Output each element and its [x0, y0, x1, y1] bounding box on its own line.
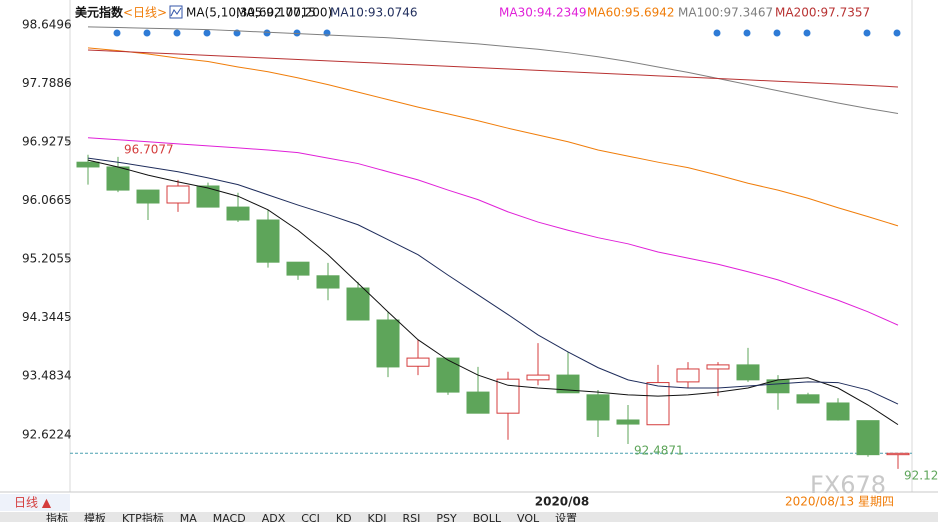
tab[interactable]: BOLL: [473, 512, 502, 522]
event-marker[interactable]: [143, 29, 151, 37]
candle-body[interactable]: [466, 391, 490, 414]
tab[interactable]: VOL: [517, 512, 540, 522]
candle-body[interactable]: [106, 166, 130, 191]
chart-title: 美元指数: [75, 5, 124, 20]
legend-entry: MA5:92.7715: [236, 6, 316, 20]
period-label[interactable]: <日线>: [123, 6, 167, 20]
candle-body[interactable]: [136, 189, 160, 204]
moving-average-line: [87, 137, 899, 326]
y-tick-label: 95.2055: [22, 252, 72, 266]
indicator-icon[interactable]: [169, 5, 183, 19]
event-marker[interactable]: [863, 29, 871, 37]
event-marker[interactable]: [803, 29, 811, 37]
candle-body[interactable]: [226, 206, 250, 221]
candle-body[interactable]: [736, 364, 760, 381]
candle-body[interactable]: [676, 368, 700, 383]
legend-entry: MA10:93.0746: [330, 6, 418, 20]
tab[interactable]: ADX: [262, 512, 286, 522]
indicator-label: MA(5,10,30,60,100,200): [186, 6, 332, 20]
candle-body[interactable]: [496, 378, 520, 414]
event-marker[interactable]: [773, 29, 781, 37]
moving-average-line: [87, 49, 899, 88]
period-button[interactable]: [0, 494, 70, 511]
event-marker[interactable]: [203, 29, 211, 37]
event-marker[interactable]: [263, 29, 271, 37]
event-markers: [113, 29, 901, 37]
y-tick-label: 92.6224: [22, 427, 72, 441]
high-label: 96.7077: [124, 142, 174, 156]
candle-body[interactable]: [76, 161, 100, 168]
candle-body[interactable]: [796, 394, 820, 404]
y-tick-label: 98.6496: [22, 17, 72, 31]
candle-body[interactable]: [556, 374, 580, 394]
tab[interactable]: PSY: [436, 512, 457, 522]
tab[interactable]: RSI: [402, 512, 420, 522]
candle-body[interactable]: [316, 275, 340, 289]
moving-average-line: [87, 159, 899, 426]
tab[interactable]: CCI: [301, 512, 320, 522]
tab[interactable]: 指标: [46, 511, 68, 522]
legend-entry: MA100:97.3467: [678, 6, 773, 20]
tab-bar: [0, 512, 938, 522]
indicator-icon: [170, 7, 182, 17]
candle-body[interactable]: [526, 374, 550, 381]
y-tick-label: 93.4834: [22, 369, 72, 383]
event-marker[interactable]: [113, 29, 121, 37]
tab[interactable]: MA: [180, 512, 197, 522]
event-marker[interactable]: [293, 29, 301, 37]
tab[interactable]: KTP指标: [122, 511, 164, 522]
candle-body[interactable]: [346, 287, 370, 321]
tab-list: 指标 模板 KTP指标 MA MACD ADX CCI KD KDJ RSI PSY BOLL VOL 设…: [46, 511, 577, 522]
candle-body[interactable]: [286, 261, 310, 276]
y-tick-label: 97.7886: [22, 76, 72, 90]
tab[interactable]: KDJ: [368, 512, 387, 522]
legend-entry: MA30:94.2349: [499, 6, 587, 20]
candle-body[interactable]: [436, 357, 460, 393]
candle-body[interactable]: [706, 364, 730, 370]
candle-body[interactable]: [256, 219, 280, 263]
candle-body[interactable]: [196, 185, 220, 208]
legend-entry: MA60:95.6942: [587, 6, 675, 20]
legend-entry: MA200:97.7357: [775, 6, 870, 20]
low-label: 92.4871: [634, 443, 684, 457]
tab[interactable]: MACD: [213, 512, 246, 522]
event-marker[interactable]: [893, 29, 901, 37]
candle-body[interactable]: [826, 402, 850, 421]
event-marker[interactable]: [173, 29, 181, 37]
tab[interactable]: KD: [336, 512, 352, 522]
moving-average-line: [87, 26, 899, 114]
current-date: 2020/08/13 星期四: [785, 495, 894, 509]
event-marker[interactable]: [713, 29, 721, 37]
moving-average-line: [87, 47, 899, 227]
watermark: FX678: [810, 471, 886, 499]
x-tick-label: 2020/08: [535, 495, 589, 509]
candle-body[interactable]: [646, 382, 670, 426]
event-marker[interactable]: [743, 29, 751, 37]
y-tick-label: 96.0665: [22, 193, 72, 207]
tab[interactable]: 模板: [84, 511, 106, 522]
candle-body[interactable]: [856, 420, 880, 456]
candle-body[interactable]: [166, 185, 190, 204]
candle-body[interactable]: [616, 419, 640, 425]
tab[interactable]: 设置: [555, 512, 577, 522]
low-label: 92.1210: [904, 468, 938, 482]
moving-average-line: [87, 157, 899, 405]
candle-body[interactable]: [376, 319, 400, 368]
candle-body[interactable]: [886, 452, 910, 456]
candle-body[interactable]: [406, 357, 430, 367]
y-tick-label: 96.9275: [22, 134, 72, 148]
candle-body[interactable]: [586, 394, 610, 421]
y-tick-label: 94.3445: [22, 310, 72, 324]
period-button-label: 日线 ▲: [14, 496, 52, 510]
